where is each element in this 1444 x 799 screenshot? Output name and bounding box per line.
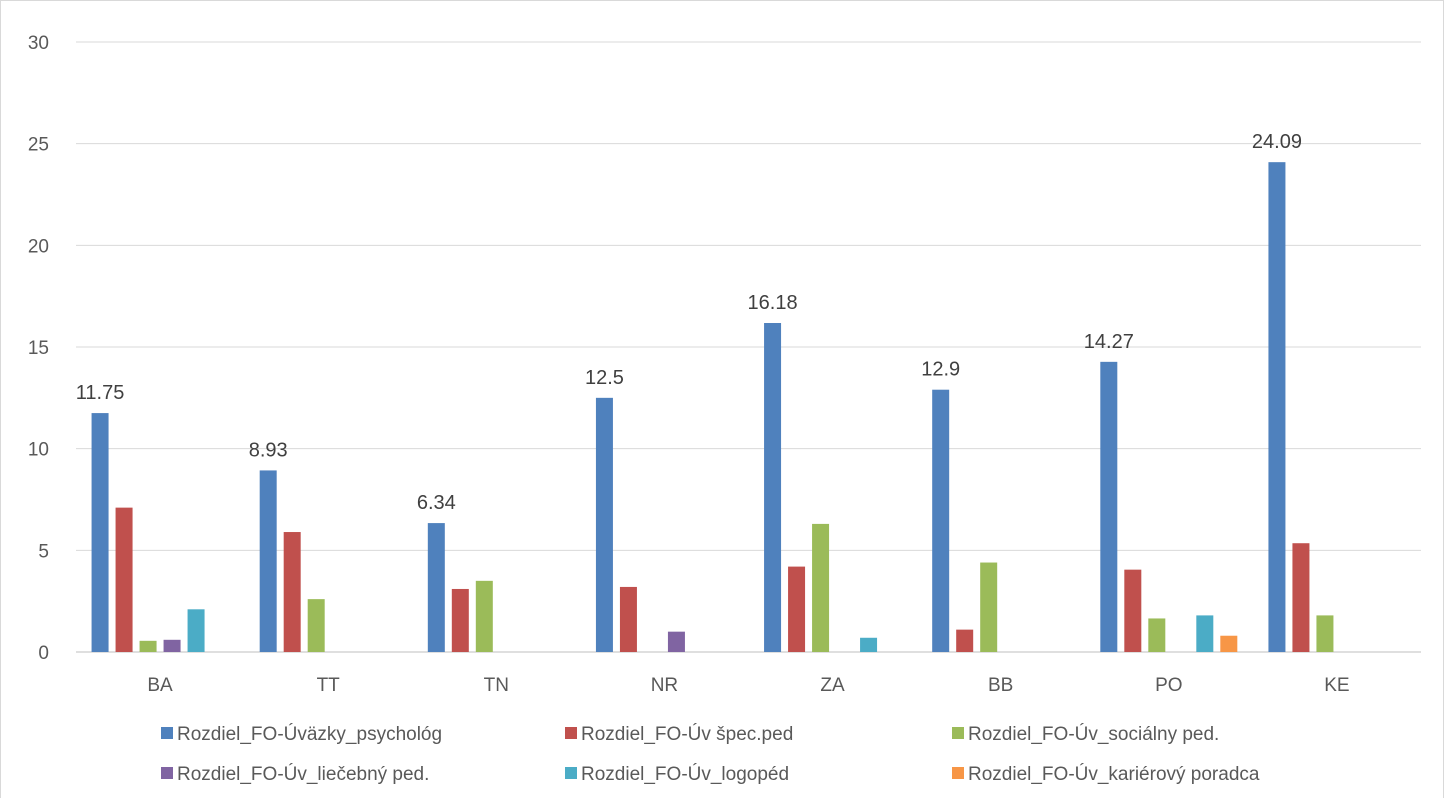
- legend-item: Rozdiel_FO-Úv špec.ped: [565, 723, 793, 745]
- bars: [91, 162, 1334, 653]
- data-label: 24.09: [1252, 131, 1302, 153]
- bar: [619, 586, 637, 652]
- legend-swatch: [952, 767, 964, 779]
- data-label: 14.27: [1084, 331, 1134, 353]
- y-tick-label: 5: [38, 541, 49, 562]
- bar: [1316, 615, 1334, 652]
- x-axis-ticks: BA TT TN NR ZA BB PO KE: [147, 675, 1349, 696]
- legend-item: Rozdiel_FO-Úv_kariérový poradca: [952, 763, 1260, 785]
- data-labels: 11.75 8.93 6.34 12.5 16.18 12.9 14.27 24.09: [76, 131, 1302, 514]
- legend-label: Rozdiel_FO-Úv_sociálny ped.: [968, 723, 1219, 745]
- data-label: 12.5: [585, 367, 624, 389]
- data-label: 16.18: [748, 292, 798, 314]
- bar: [187, 609, 205, 652]
- legend-label: Rozdiel_FO-Úv_liečebný ped.: [177, 763, 429, 785]
- bar: [307, 599, 325, 652]
- x-tick-label: BA: [147, 675, 173, 696]
- bar: [1196, 615, 1214, 652]
- bar: [980, 562, 998, 652]
- bar: [667, 631, 685, 652]
- legend-item: Rozdiel_FO-Úv_liečebný ped.: [161, 763, 429, 785]
- bar: [163, 639, 181, 652]
- x-tick-label: BB: [988, 675, 1013, 696]
- bar: [451, 588, 469, 652]
- legend-swatch: [161, 767, 173, 779]
- legend-label: Rozdiel_FO-Úv_kariérový poradca: [968, 763, 1260, 785]
- legend-item: Rozdiel_FO-Úväzky_psychológ: [161, 723, 442, 745]
- x-tick-label: ZA: [820, 675, 845, 696]
- legend-item: Rozdiel_FO-Úv_logopéd: [565, 763, 789, 785]
- legend-item: Rozdiel_FO-Úv_sociálny ped.: [952, 723, 1219, 745]
- legend-swatch: [952, 727, 964, 739]
- y-axis-ticks: 0 5 10 15 20 25 30: [28, 33, 49, 664]
- data-label: 11.75: [76, 382, 125, 404]
- data-label: 6.34: [417, 492, 456, 514]
- bar: [1100, 361, 1118, 652]
- legend-label: Rozdiel_FO-Úv_logopéd: [581, 763, 789, 785]
- y-tick-label: 15: [28, 338, 49, 359]
- bar: [475, 580, 493, 652]
- x-tick-label: NR: [651, 675, 678, 696]
- bar: [1292, 543, 1310, 652]
- legend-swatch: [565, 767, 577, 779]
- bar: [1148, 618, 1166, 652]
- legend-swatch: [161, 727, 173, 739]
- bar: [283, 532, 301, 652]
- bar: [1220, 635, 1238, 652]
- bar: [91, 413, 109, 652]
- y-tick-label: 30: [28, 33, 49, 54]
- bar: [932, 389, 950, 652]
- bar: [427, 523, 445, 652]
- bar: [595, 397, 613, 652]
- legend-swatch: [565, 727, 577, 739]
- data-label: 8.93: [249, 439, 288, 461]
- bar: [1268, 162, 1286, 653]
- bar: [1124, 569, 1142, 652]
- x-tick-label: PO: [1155, 675, 1182, 696]
- x-tick-label: TT: [317, 675, 341, 696]
- legend-label: Rozdiel_FO-Úv špec.ped: [581, 723, 793, 745]
- bar: [115, 507, 133, 652]
- bar: [812, 523, 830, 652]
- bar: [788, 566, 806, 652]
- gridlines: [76, 41, 1421, 653]
- y-tick-label: 10: [28, 440, 49, 461]
- y-tick-label: 25: [28, 135, 49, 156]
- y-tick-label: 0: [38, 643, 49, 664]
- bar: [764, 323, 782, 652]
- y-tick-label: 20: [28, 236, 49, 257]
- bar: [956, 629, 974, 652]
- legend-label: Rozdiel_FO-Úväzky_psychológ: [177, 723, 442, 745]
- legend: Rozdiel_FO-Úväzky_psychológ Rozdiel_FO-Úv…: [161, 723, 1260, 785]
- bar: [860, 637, 878, 652]
- bar: [259, 470, 277, 652]
- x-tick-label: KE: [1324, 675, 1349, 696]
- data-label: 12.9: [921, 359, 960, 381]
- x-tick-label: TN: [484, 675, 509, 696]
- bar: [139, 640, 157, 652]
